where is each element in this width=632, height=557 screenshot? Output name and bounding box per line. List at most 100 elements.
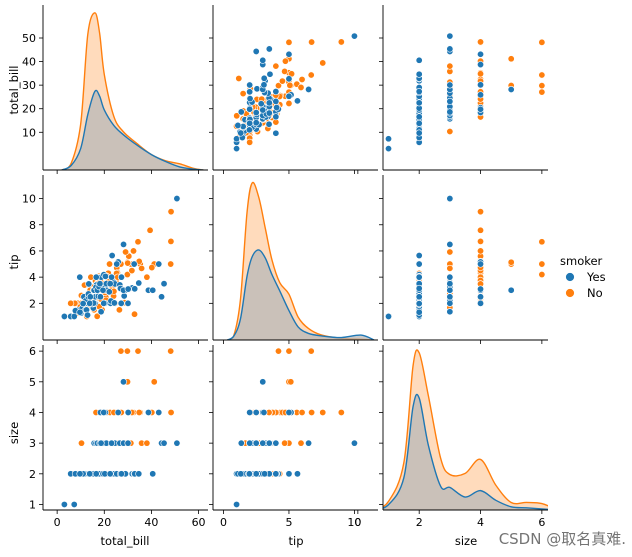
point-yes xyxy=(246,88,254,96)
point-yes xyxy=(415,284,423,292)
y-tick-label: 2 xyxy=(29,297,36,310)
point-yes xyxy=(173,195,181,203)
point-yes xyxy=(131,285,139,293)
legend: smoker Yes No xyxy=(560,254,606,300)
point-no xyxy=(477,226,485,234)
y-tick-label: 5 xyxy=(29,376,36,389)
point-no xyxy=(477,38,485,46)
point-no xyxy=(507,55,515,63)
point-yes xyxy=(117,470,125,478)
point-no xyxy=(281,67,289,75)
point-yes xyxy=(252,47,260,55)
point-yes xyxy=(120,292,128,300)
point-no xyxy=(538,71,546,79)
point-no xyxy=(123,271,131,279)
point-yes xyxy=(446,45,454,53)
point-no xyxy=(307,347,315,355)
point-yes xyxy=(86,293,94,301)
point-yes xyxy=(84,311,92,319)
point-yes xyxy=(246,119,254,127)
point-yes xyxy=(415,252,423,260)
point-no xyxy=(337,38,345,46)
x-tick-label: 10 xyxy=(347,516,361,529)
point-no xyxy=(286,81,294,89)
legend-marker-no xyxy=(565,288,575,298)
point-yes xyxy=(237,129,245,137)
x-tick-label: 5 xyxy=(285,516,292,529)
point-no xyxy=(298,408,306,416)
point-no xyxy=(538,238,546,246)
point-no xyxy=(285,38,293,46)
point-yes xyxy=(237,108,245,116)
point-yes xyxy=(477,61,485,69)
point-no xyxy=(123,347,131,355)
point-yes xyxy=(415,70,423,78)
point-yes xyxy=(100,299,108,307)
point-yes xyxy=(92,273,100,281)
point-no xyxy=(281,439,289,447)
point-yes xyxy=(149,286,157,294)
y-tick-label: 1 xyxy=(29,498,36,511)
point-yes xyxy=(305,439,313,447)
point-no xyxy=(538,38,546,46)
x-axis-label-tip: tip xyxy=(288,534,303,548)
x-tick-label: 0 xyxy=(54,516,61,529)
point-yes xyxy=(415,308,423,316)
point-yes xyxy=(446,195,454,203)
point-no xyxy=(134,347,142,355)
point-no xyxy=(131,310,139,318)
point-no xyxy=(446,128,454,136)
x-axis-label-total-bill: total_bill xyxy=(101,534,150,548)
x-tick-label: 60 xyxy=(192,516,206,529)
kde-line-yes xyxy=(383,393,548,510)
point-no xyxy=(143,273,151,281)
point-yes xyxy=(106,280,114,288)
point-no xyxy=(477,237,485,245)
point-no xyxy=(124,259,132,267)
point-yes xyxy=(160,439,168,447)
y-tick-label: 30 xyxy=(22,79,36,92)
point-yes xyxy=(477,285,485,293)
point-no xyxy=(285,99,293,107)
point-yes xyxy=(97,439,105,447)
point-no xyxy=(538,260,546,268)
point-yes xyxy=(415,99,423,107)
point-yes xyxy=(79,300,87,308)
panel-size-vs-size: 0 2 4 6 xyxy=(354,345,548,529)
y-tick-label: 4 xyxy=(29,271,36,284)
point-no xyxy=(122,248,130,256)
point-yes xyxy=(246,95,254,103)
point-yes xyxy=(85,280,93,288)
point-yes xyxy=(446,32,454,40)
point-yes xyxy=(259,378,267,386)
point-no xyxy=(93,312,101,320)
point-no xyxy=(274,347,282,355)
point-no xyxy=(308,408,316,416)
point-no xyxy=(538,271,546,279)
point-yes xyxy=(233,145,241,153)
panel-tip-vs-size xyxy=(357,175,548,344)
point-yes xyxy=(477,50,485,58)
point-yes xyxy=(285,75,293,83)
point-yes xyxy=(130,260,138,268)
point-yes xyxy=(350,32,358,40)
point-no xyxy=(446,248,454,256)
point-yes xyxy=(76,308,84,316)
panel-total_bill-vs-total_bill: 10 20 30 40 50 xyxy=(22,5,208,174)
point-yes xyxy=(99,286,107,294)
point-yes xyxy=(477,81,485,89)
x-axis-label-size: size xyxy=(455,534,477,548)
point-yes xyxy=(233,135,241,143)
x-tick-label: 0 xyxy=(220,516,227,529)
point-yes xyxy=(415,56,423,64)
y-tick-label: 2 xyxy=(29,468,36,481)
point-yes xyxy=(305,85,313,93)
point-yes xyxy=(252,439,260,447)
kde-fill-yes xyxy=(383,394,548,510)
point-no xyxy=(167,237,175,245)
y-tick-label: 6 xyxy=(29,345,36,358)
point-yes xyxy=(265,109,273,117)
point-no xyxy=(130,247,138,255)
